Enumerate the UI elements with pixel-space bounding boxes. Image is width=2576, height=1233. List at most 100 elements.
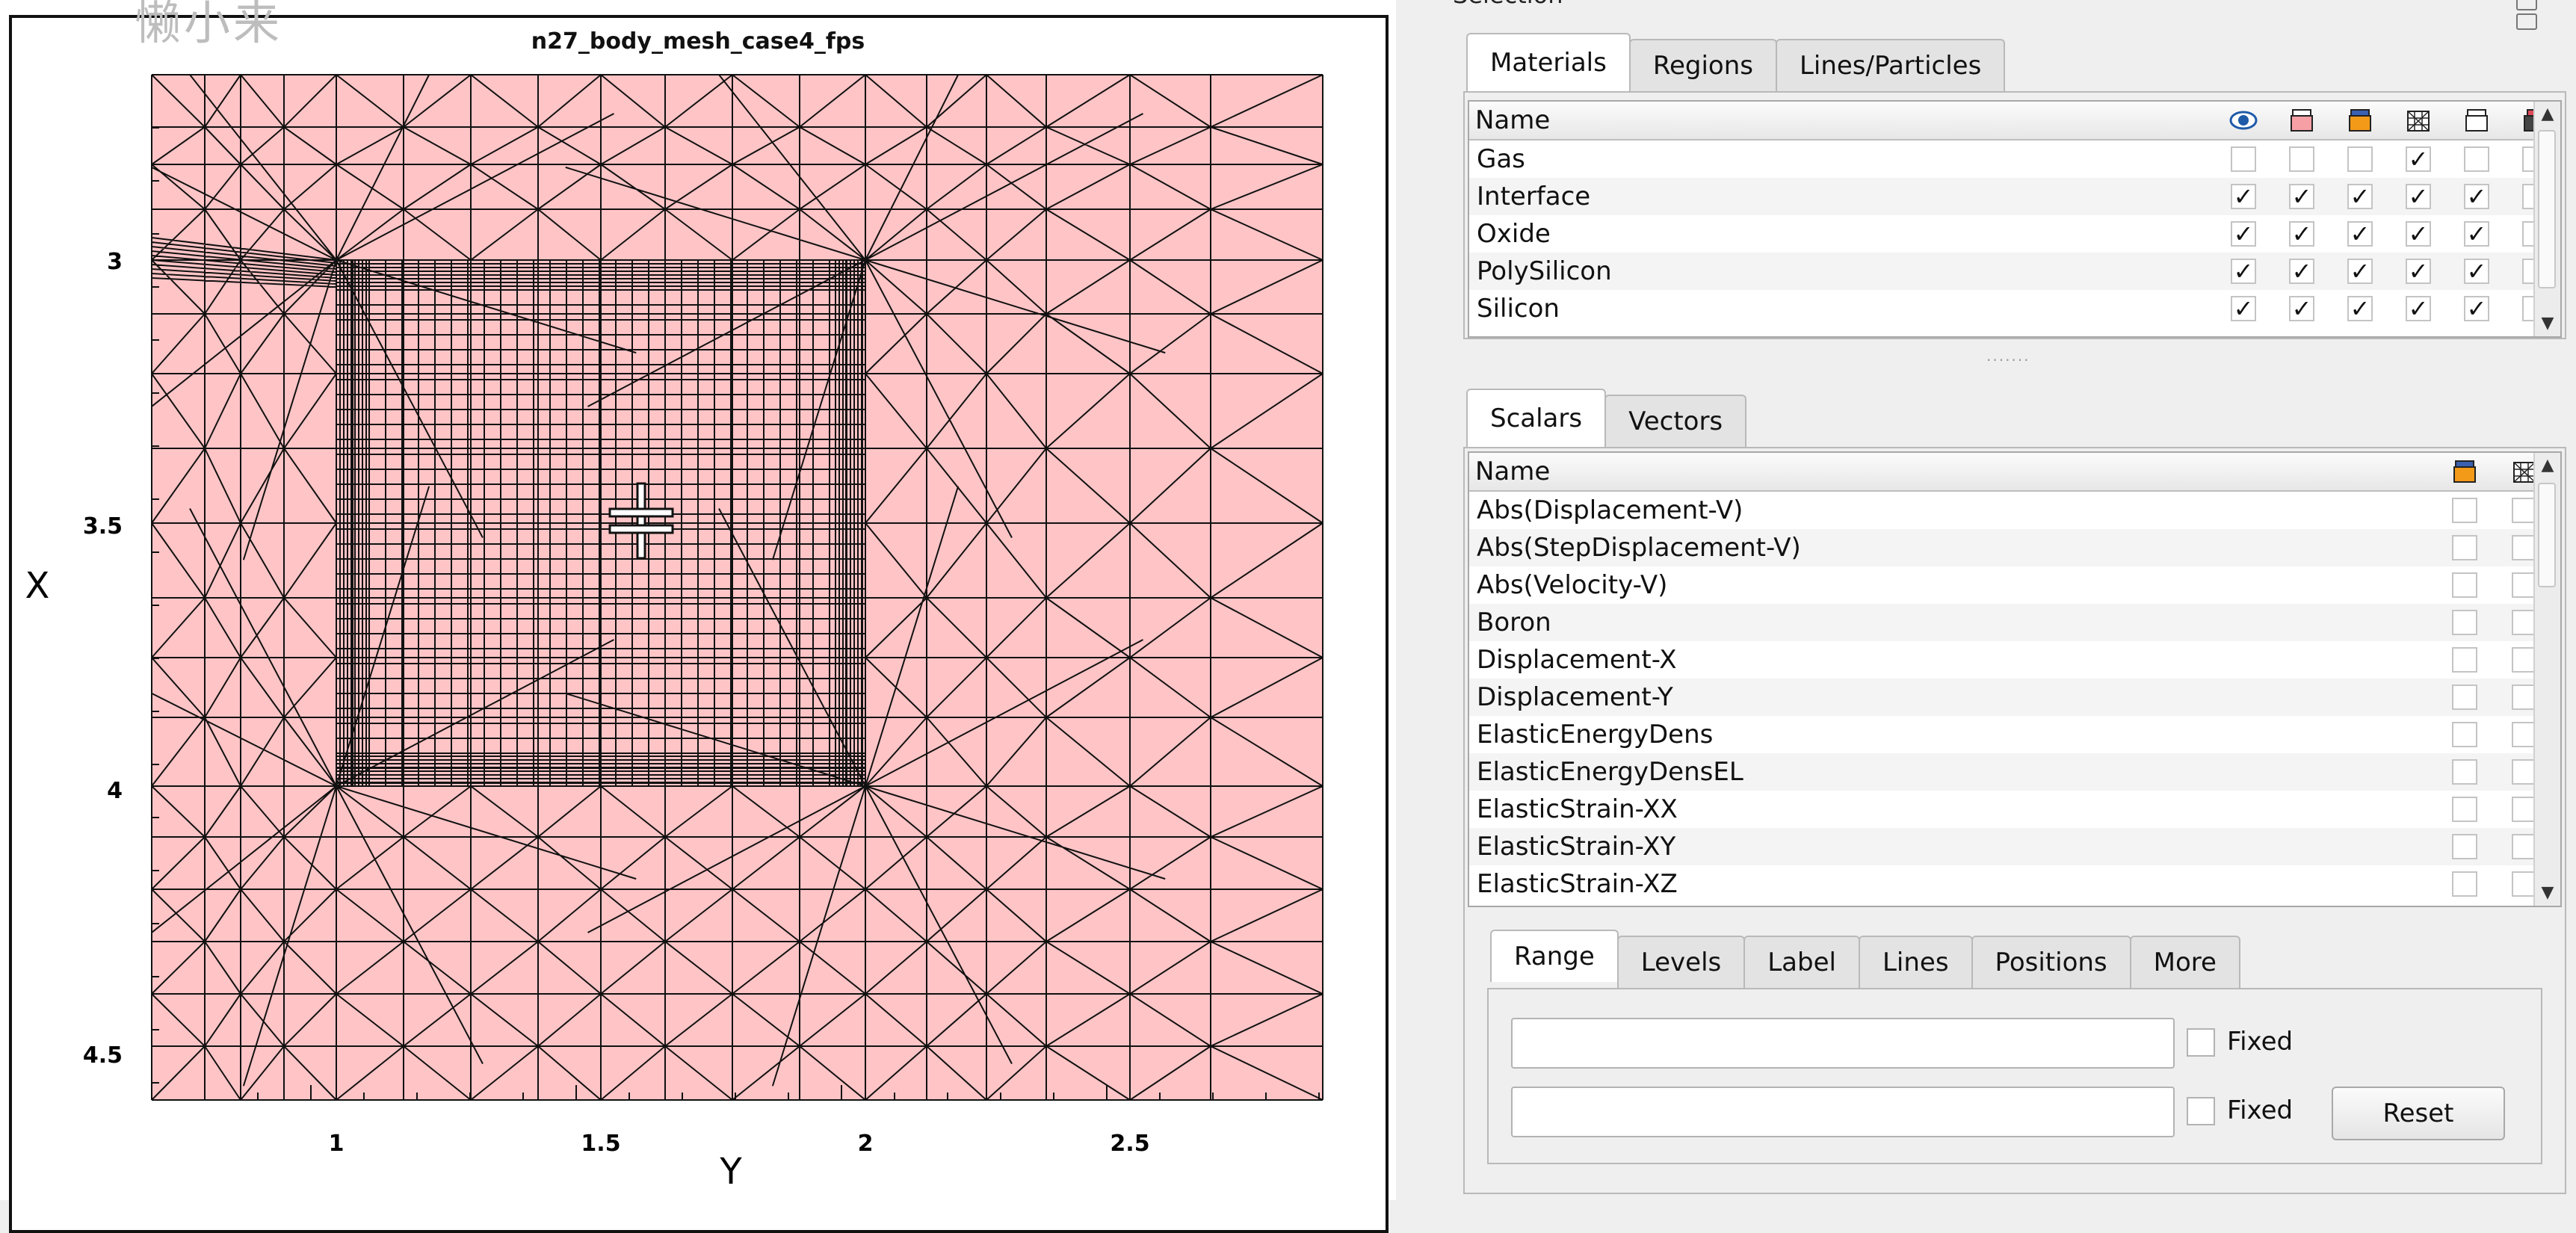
material-row[interactable]: Oxide✓✓✓✓✓✓ — [1469, 215, 2560, 253]
material-checkbox[interactable] — [2464, 146, 2489, 172]
pink-box-icon[interactable] — [2287, 105, 2317, 135]
material-checkbox[interactable] — [2347, 146, 2373, 172]
material-checkbox[interactable]: ✓ — [2231, 296, 2256, 321]
material-checkbox[interactable]: ✓ — [2406, 221, 2431, 247]
scalar-checkbox[interactable] — [2452, 759, 2477, 785]
y-axis-title: X — [25, 565, 50, 607]
material-checkbox[interactable]: ✓ — [2289, 259, 2314, 284]
scroll-down-icon[interactable]: ▼ — [2541, 883, 2554, 902]
material-checkbox[interactable]: ✓ — [2347, 259, 2373, 284]
scalar-checkbox[interactable] — [2452, 572, 2477, 598]
material-checkbox[interactable]: ✓ — [2464, 184, 2489, 209]
scalar-checkbox[interactable] — [2452, 685, 2477, 710]
scalar-checkbox[interactable] — [2452, 797, 2477, 822]
outline-box-icon[interactable] — [2462, 105, 2492, 135]
tab-lines-particles[interactable]: Lines/Particles — [1775, 39, 2006, 91]
mesh-box-icon[interactable] — [2403, 105, 2433, 135]
material-checkbox[interactable]: ✓ — [2347, 221, 2373, 247]
close-icon[interactable] — [2516, 13, 2537, 30]
fixed-max-label: Fixed — [2227, 1096, 2294, 1125]
scalar-row[interactable]: ElasticEnergyDens — [1469, 716, 2560, 753]
scroll-up-icon[interactable]: ▲ — [2541, 105, 2554, 123]
material-row[interactable]: PolySilicon✓✓✓✓✓✓ — [1469, 253, 2560, 290]
material-checkbox[interactable]: ✓ — [2289, 296, 2314, 321]
scalar-checkbox[interactable] — [2452, 647, 2477, 673]
scalars-scroll-thumb[interactable] — [2538, 483, 2556, 587]
scalar-row[interactable]: ElasticStrain-XZ — [1469, 865, 2560, 903]
scalar-row[interactable]: Displacement-X — [1469, 641, 2560, 679]
splitter-handle[interactable]: ······· — [1986, 351, 2030, 369]
scroll-up-icon[interactable]: ▲ — [2541, 456, 2554, 475]
materials-scrollbar[interactable]: ▲ ▼ — [2533, 102, 2560, 336]
material-checkbox[interactable]: ✓ — [2406, 184, 2431, 209]
materials-rows: Gas ✓ Interface ✓ ✓ ✓ ✓ ✓ ✓ Oxide ✓ ✓ ✓ ✓ ✓ ✓ PolySilico… — [1469, 140, 2560, 327]
material-checkbox[interactable]: ✓ — [2464, 259, 2489, 284]
tab-scalars[interactable]: Scalars — [1466, 389, 1607, 447]
material-checkbox[interactable]: ✓ — [2347, 296, 2373, 321]
tab-lines[interactable]: Lines — [1858, 936, 1973, 988]
tab-regions[interactable]: Regions — [1628, 39, 1777, 91]
scalar-row[interactable]: Abs(Velocity-V) — [1469, 566, 2560, 604]
scalar-row[interactable]: Abs(StepDisplacement-V) — [1469, 529, 2560, 566]
scalar-checkbox[interactable] — [2512, 572, 2537, 598]
range-min-input[interactable] — [1511, 1018, 2175, 1069]
eye-icon[interactable] — [2228, 105, 2258, 135]
scalar-row[interactable]: Displacement-Y — [1469, 679, 2560, 716]
scalars-scrollbar[interactable]: ▲ ▼ — [2533, 453, 2560, 906]
tab-range[interactable]: Range — [1490, 930, 1619, 982]
scalar-checkbox[interactable] — [2452, 535, 2477, 560]
material-row[interactable]: Gas ✓ — [1469, 140, 2560, 178]
material-checkbox[interactable]: ✓ — [2406, 259, 2431, 284]
scalar-checkbox[interactable] — [2512, 647, 2537, 673]
scalar-checkbox[interactable] — [2452, 498, 2477, 523]
scalar-checkbox[interactable] — [2512, 722, 2537, 747]
tab-vectors[interactable]: Vectors — [1604, 395, 1747, 447]
float-icon[interactable] — [2516, 0, 2537, 10]
tab-label[interactable]: Label — [1743, 936, 1860, 988]
x-tick-label: 2.5 — [1110, 1131, 1149, 1157]
material-row[interactable]: Silicon✓✓✓✓✓✓ — [1469, 290, 2560, 327]
material-checkbox[interactable]: ✓ — [2231, 184, 2256, 209]
reset-button[interactable]: Reset — [2332, 1087, 2505, 1140]
scalar-row[interactable]: Boron — [1469, 604, 2560, 641]
scalar-row[interactable]: ElasticEnergyDensEL — [1469, 753, 2560, 791]
scalar-row[interactable]: ElasticStrain-XX — [1469, 791, 2560, 828]
orange-box-icon[interactable] — [2345, 105, 2375, 135]
tab-levels[interactable]: Levels — [1616, 936, 1746, 988]
scalar-checkbox[interactable] — [2452, 871, 2477, 897]
mesh-plot[interactable]: 1 1.5 2 2.5 3 3.5 4 4.5 Y X — [0, 0, 1396, 1200]
x-tick-label: 1.5 — [581, 1131, 620, 1157]
tab-more[interactable]: More — [2129, 936, 2240, 988]
scalar-checkbox[interactable] — [2452, 722, 2477, 747]
material-checkbox[interactable]: ✓ — [2289, 184, 2314, 209]
fixed-min-checkbox[interactable] — [2187, 1028, 2215, 1057]
mesh-box-icon[interactable] — [2509, 457, 2539, 486]
material-checkbox[interactable]: ✓ — [2231, 221, 2256, 247]
material-checkbox[interactable]: ✓ — [2406, 296, 2431, 321]
range-max-input[interactable] — [1511, 1087, 2175, 1137]
scalar-row[interactable]: ElasticStrain-XY — [1469, 828, 2560, 865]
material-checkbox[interactable]: ✓ — [2231, 259, 2256, 284]
material-checkbox[interactable]: ✓ — [2289, 221, 2314, 247]
material-checkbox[interactable]: ✓ — [2347, 184, 2373, 209]
material-checkbox[interactable] — [2289, 146, 2314, 172]
tab-positions[interactable]: Positions — [1971, 936, 2131, 988]
tab-materials[interactable]: Materials — [1466, 33, 1631, 91]
scroll-down-icon[interactable]: ▼ — [2541, 314, 2554, 333]
materials-scroll-thumb[interactable] — [2538, 130, 2556, 288]
material-checkbox[interactable]: ✓ — [2464, 296, 2489, 321]
scalar-row[interactable]: Abs(Displacement-V) — [1469, 492, 2560, 529]
material-checkbox[interactable]: ✓ — [2464, 221, 2489, 247]
scalar-checkbox[interactable] — [2452, 610, 2477, 635]
scalars-rows: Abs(Displacement-V) Abs(StepDisplacement-… — [1469, 492, 2560, 903]
crosshair-cursor-icon — [608, 482, 674, 560]
material-checkbox[interactable] — [2231, 146, 2256, 172]
orange-box-icon[interactable] — [2450, 457, 2480, 486]
materials-header: Name — [1469, 102, 2560, 140]
fixed-max-checkbox[interactable] — [2187, 1097, 2215, 1125]
scalar-checkbox[interactable] — [2452, 834, 2477, 859]
material-row[interactable]: Interface✓✓✓✓✓✓ — [1469, 178, 2560, 215]
scalar-checkbox[interactable] — [2512, 498, 2537, 523]
plot-title: n27_body_mesh_case4_fps — [531, 28, 865, 55]
material-checkbox[interactable]: ✓ — [2406, 146, 2431, 172]
